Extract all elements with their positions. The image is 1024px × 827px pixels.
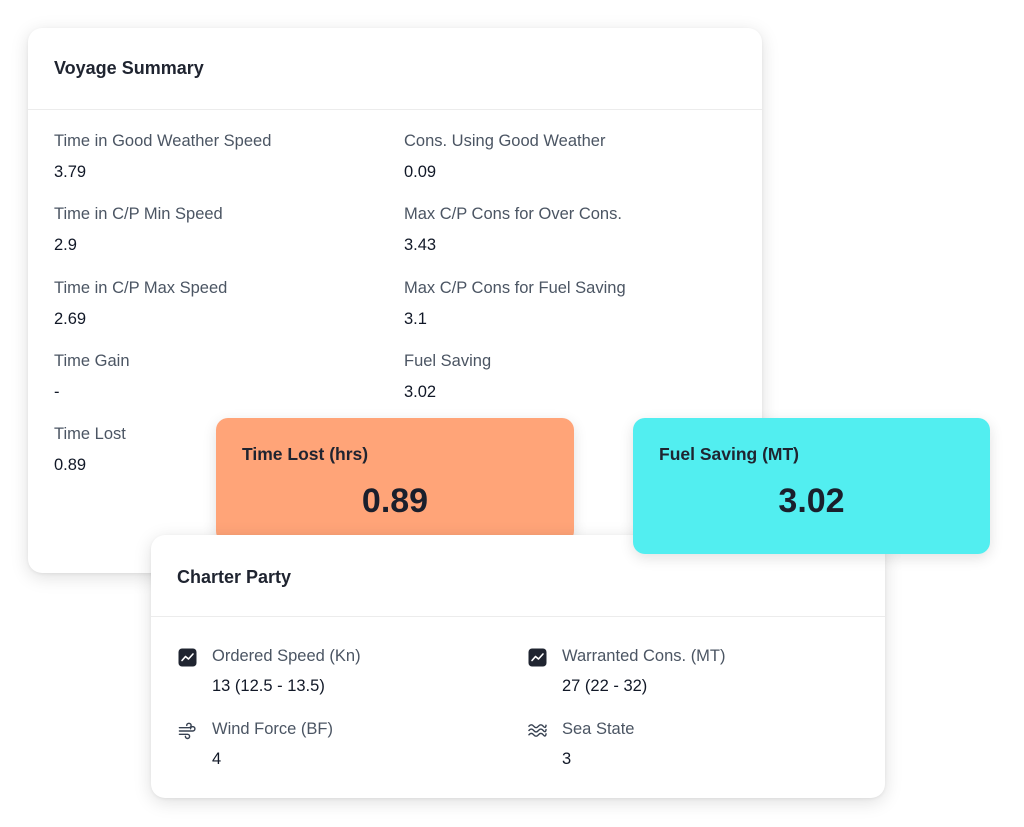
field-label: Cons. Using Good Weather — [404, 132, 606, 150]
stat-value: 0.89 — [361, 482, 429, 520]
trend-chart-icon — [528, 648, 547, 667]
field-value: 3.79 — [54, 163, 87, 181]
field-max-cp-cons-fuel-saving: Max C/P Cons for Fuel Saving 3.1 — [404, 279, 626, 329]
field-value: 3 — [562, 750, 572, 768]
divider — [151, 616, 885, 617]
field-value: 4 — [212, 750, 222, 768]
fuel-saving-stat-card: Fuel Saving (MT) 3.02 — [633, 418, 990, 554]
field-label: Max C/P Cons for Over Cons. — [404, 205, 622, 223]
field-label: Time in C/P Max Speed — [54, 279, 228, 297]
field-time-in-cp-min-speed: Time in C/P Min Speed 2.9 — [54, 205, 223, 255]
field-value: 0.89 — [54, 456, 87, 474]
stat-label: Fuel Saving (MT) — [659, 444, 799, 464]
field-time-in-cp-max-speed: Time in C/P Max Speed 2.69 — [54, 279, 227, 329]
voyage-summary-title: Voyage Summary — [54, 58, 204, 78]
field-label: Time Gain — [54, 352, 130, 370]
field-value: 3.43 — [404, 236, 437, 254]
field-label: Time in C/P Min Speed — [54, 205, 223, 223]
field-value: 3.02 — [404, 383, 437, 401]
field-label: Warranted Cons. (MT) — [562, 647, 726, 665]
stat-value: 3.02 — [778, 482, 845, 520]
field-label: Max C/P Cons for Fuel Saving — [404, 279, 626, 297]
field-cons-using-good-weather: Cons. Using Good Weather 0.09 — [404, 132, 605, 182]
field-label: Wind Force (BF) — [212, 720, 334, 738]
charter-party-card: Charter Party Ordered Speed (Kn) 13 (12.… — [151, 535, 885, 798]
field-value: - — [54, 383, 60, 401]
field-value: 13 (12.5 - 13.5) — [212, 677, 325, 695]
field-label: Ordered Speed (Kn) — [212, 647, 361, 665]
field-value: 2.69 — [54, 310, 87, 328]
field-time-gain: Time Gain - — [54, 352, 130, 402]
waves-icon — [528, 721, 547, 740]
field-value: 3.1 — [404, 310, 427, 328]
stat-label: Time Lost (hrs) — [242, 444, 369, 464]
field-max-cp-cons-over-cons: Max C/P Cons for Over Cons. 3.43 — [404, 205, 622, 255]
field-value: 2.9 — [54, 236, 77, 254]
field-label: Time in Good Weather Speed — [54, 132, 272, 150]
wind-icon — [178, 721, 197, 740]
field-time-in-good-weather-speed: Time in Good Weather Speed 3.79 — [54, 132, 271, 182]
field-value: 0.09 — [404, 163, 437, 181]
field-label: Fuel Saving — [404, 352, 492, 370]
trend-chart-icon — [178, 648, 197, 667]
charter-party-title: Charter Party — [177, 567, 292, 587]
field-label: Time Lost — [54, 425, 126, 443]
field-fuel-saving: Fuel Saving 3.02 — [404, 352, 491, 402]
time-lost-stat-card: Time Lost (hrs) 0.89 — [216, 418, 574, 543]
divider — [28, 109, 762, 110]
field-time-lost: Time Lost 0.89 — [54, 425, 126, 475]
field-value: 27 (22 - 32) — [562, 677, 648, 695]
field-label: Sea State — [562, 720, 635, 738]
